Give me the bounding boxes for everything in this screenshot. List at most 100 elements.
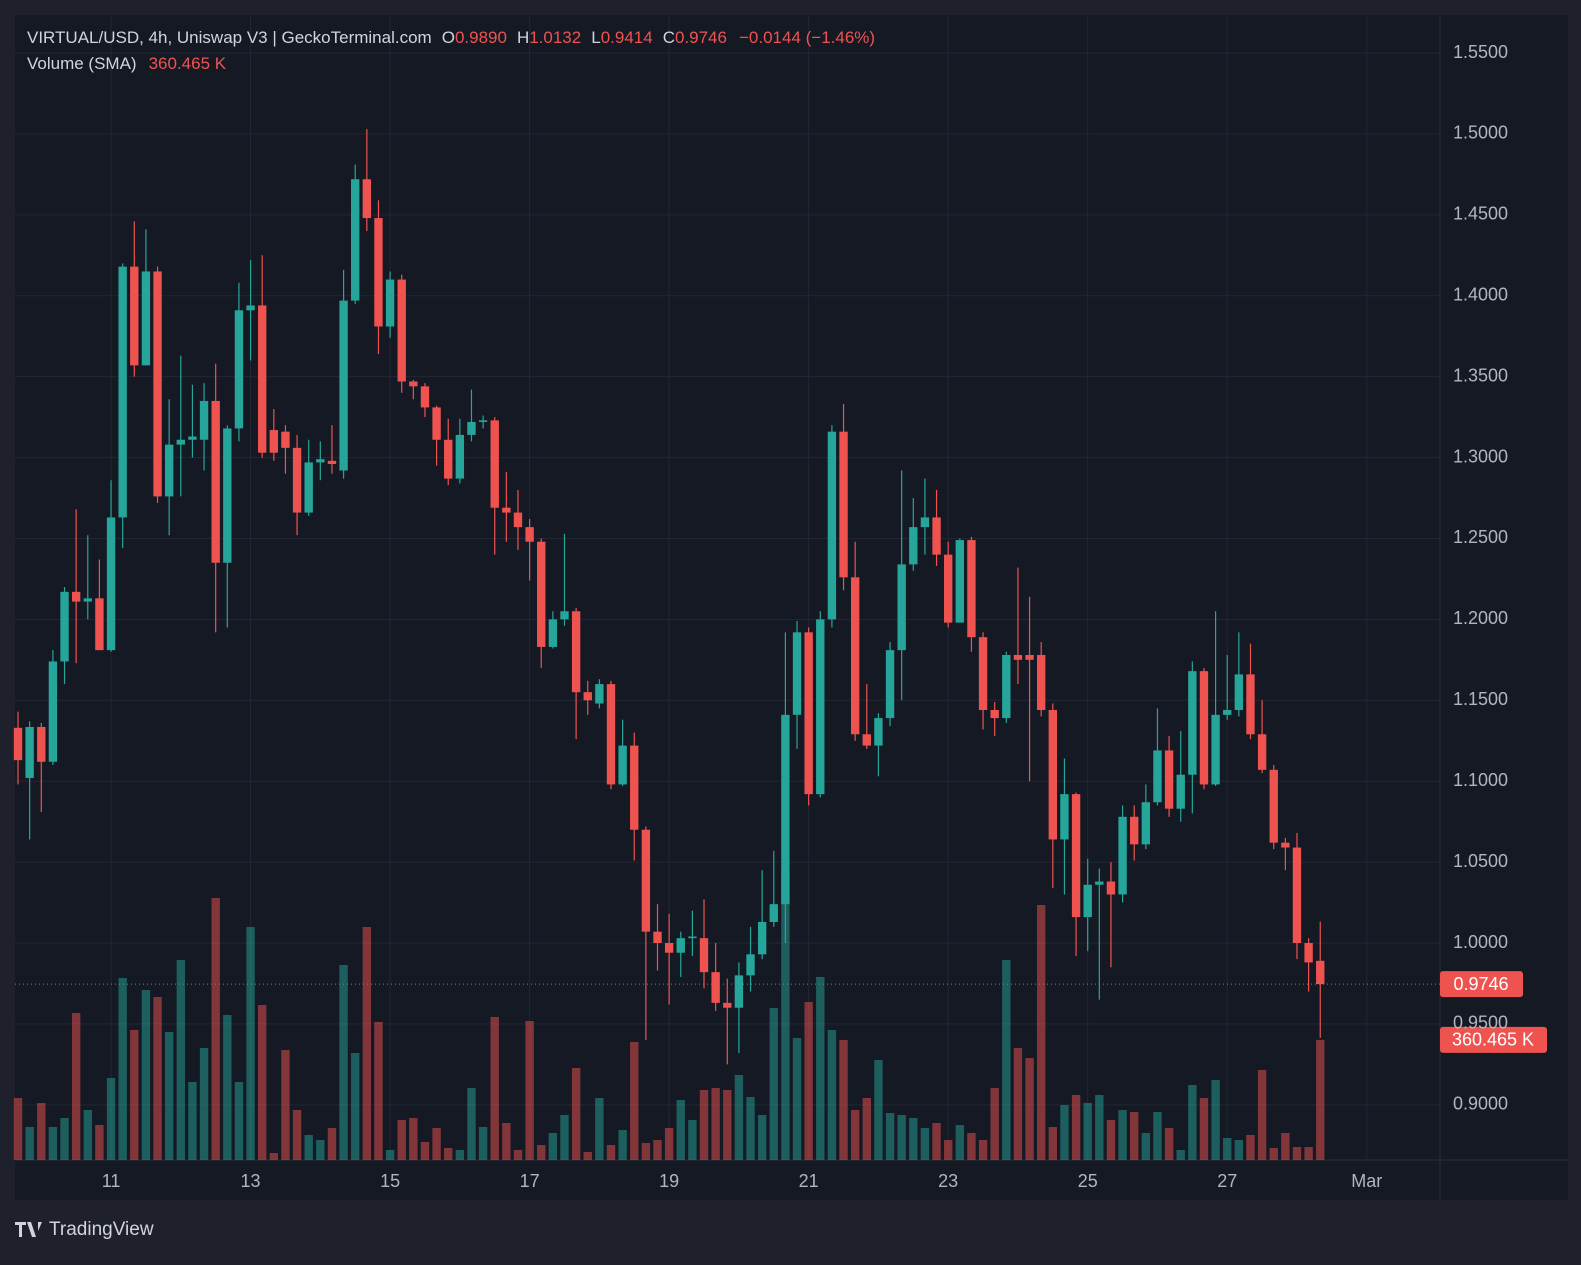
volume-bar xyxy=(525,1021,534,1160)
candle-body xyxy=(1153,750,1162,803)
volume-bar xyxy=(1071,1095,1081,1160)
y-tick-label: 1.2500 xyxy=(1453,527,1508,547)
ohlc-value: 1.0132 xyxy=(529,28,581,47)
ohlc-value: 0.9414 xyxy=(601,28,653,47)
volume-bar xyxy=(699,1090,709,1160)
volume-bar xyxy=(409,1118,418,1160)
volume-bar xyxy=(351,1053,360,1160)
x-tick-label: 15 xyxy=(380,1171,400,1191)
candle-body xyxy=(630,745,639,830)
candle-body xyxy=(246,305,255,311)
volume-bar xyxy=(757,1115,767,1160)
volume-bar xyxy=(164,1032,174,1160)
volume-bar xyxy=(1246,1135,1255,1160)
candle-body xyxy=(48,661,58,762)
candle-body xyxy=(932,517,941,555)
volume-bar xyxy=(978,1140,988,1160)
volume-bar xyxy=(490,1017,499,1160)
volume-bar xyxy=(571,1068,581,1160)
candle-layer xyxy=(13,129,1325,1065)
candle-body xyxy=(374,218,383,327)
volume-bar xyxy=(1037,905,1046,1160)
volume-bar xyxy=(246,927,255,1160)
y-tick-label: 1.4500 xyxy=(1453,204,1508,224)
volume-bar xyxy=(1292,1147,1302,1160)
candle-body xyxy=(234,310,244,429)
volume-bar xyxy=(37,1103,46,1160)
volume-bar xyxy=(897,1115,906,1160)
volume-bar xyxy=(1095,1095,1104,1160)
candle-body xyxy=(444,439,453,479)
volume-bar xyxy=(943,1140,953,1160)
volume-bar xyxy=(1083,1103,1092,1160)
volume-bar xyxy=(1211,1080,1220,1160)
last-price-badge xyxy=(1440,971,1523,998)
candle-body xyxy=(176,439,185,445)
candle-body xyxy=(1071,794,1081,918)
volume-bar xyxy=(1304,1147,1313,1160)
logo-text: TradingView xyxy=(49,1219,154,1240)
candle-body xyxy=(1130,816,1139,845)
y-tick-label: 1.0500 xyxy=(1453,851,1508,871)
candle-body xyxy=(153,271,162,497)
volume-bar xyxy=(595,1098,604,1160)
volume-bar xyxy=(1141,1133,1151,1160)
candle-body xyxy=(734,975,744,1008)
candle-body xyxy=(13,727,23,761)
candle-body xyxy=(130,266,139,366)
candle-body xyxy=(571,611,581,693)
candle-body xyxy=(862,734,871,746)
volume-bar xyxy=(385,1150,395,1160)
candle-body xyxy=(164,444,174,497)
candle-body xyxy=(223,428,232,563)
volume-bar xyxy=(513,1150,523,1160)
volume-bar xyxy=(1002,960,1011,1160)
grid xyxy=(15,15,1440,1160)
candle-body xyxy=(1281,842,1290,848)
candle-body xyxy=(990,709,999,719)
volume-bar xyxy=(48,1127,58,1160)
volume-bar xyxy=(199,1048,209,1160)
volume-bar xyxy=(676,1100,685,1160)
volume-bar xyxy=(909,1118,918,1160)
volume-bar xyxy=(653,1140,662,1160)
candle-body xyxy=(920,517,930,528)
candle-body xyxy=(1095,881,1104,885)
volume-bar xyxy=(885,1113,895,1160)
volume-bar xyxy=(420,1142,430,1160)
candle-body xyxy=(1164,750,1174,809)
candle-body xyxy=(676,938,685,953)
candle-body xyxy=(653,931,662,944)
time-axis xyxy=(15,1160,1568,1200)
y-tick-label: 1.3000 xyxy=(1453,446,1508,466)
candle-body xyxy=(304,462,313,513)
ohlc-value: 0.9890 xyxy=(455,28,507,47)
volume-bar xyxy=(792,1038,802,1160)
ohlc-letter: C xyxy=(663,28,675,47)
candle-body xyxy=(37,726,46,762)
candle-body xyxy=(711,972,720,1003)
candle-body xyxy=(699,938,709,973)
candle-body xyxy=(641,829,651,932)
candle-body xyxy=(95,598,104,651)
y-tick-label: 1.5000 xyxy=(1453,123,1508,143)
volume-bar xyxy=(1025,1058,1034,1160)
candle-body xyxy=(351,179,360,301)
candle-body xyxy=(1176,774,1185,809)
candle-body xyxy=(1060,794,1069,840)
candle-body xyxy=(188,436,197,440)
volume-bar xyxy=(432,1128,441,1160)
candle-body xyxy=(60,591,69,662)
volume-bar xyxy=(1188,1085,1197,1160)
candle-body xyxy=(781,714,790,905)
candle-body xyxy=(816,619,825,795)
chart-title: VIRTUAL/USD, 4h, Uniswap V3 | GeckoTermi… xyxy=(27,28,432,47)
candle-body xyxy=(723,1002,732,1008)
volume-bar xyxy=(769,1008,778,1160)
candle-body xyxy=(467,421,476,435)
candle-body xyxy=(746,954,755,976)
candle-body xyxy=(118,266,127,518)
logo-mark xyxy=(15,1222,42,1237)
volume-bar xyxy=(990,1088,999,1160)
volume-bar xyxy=(60,1118,69,1160)
